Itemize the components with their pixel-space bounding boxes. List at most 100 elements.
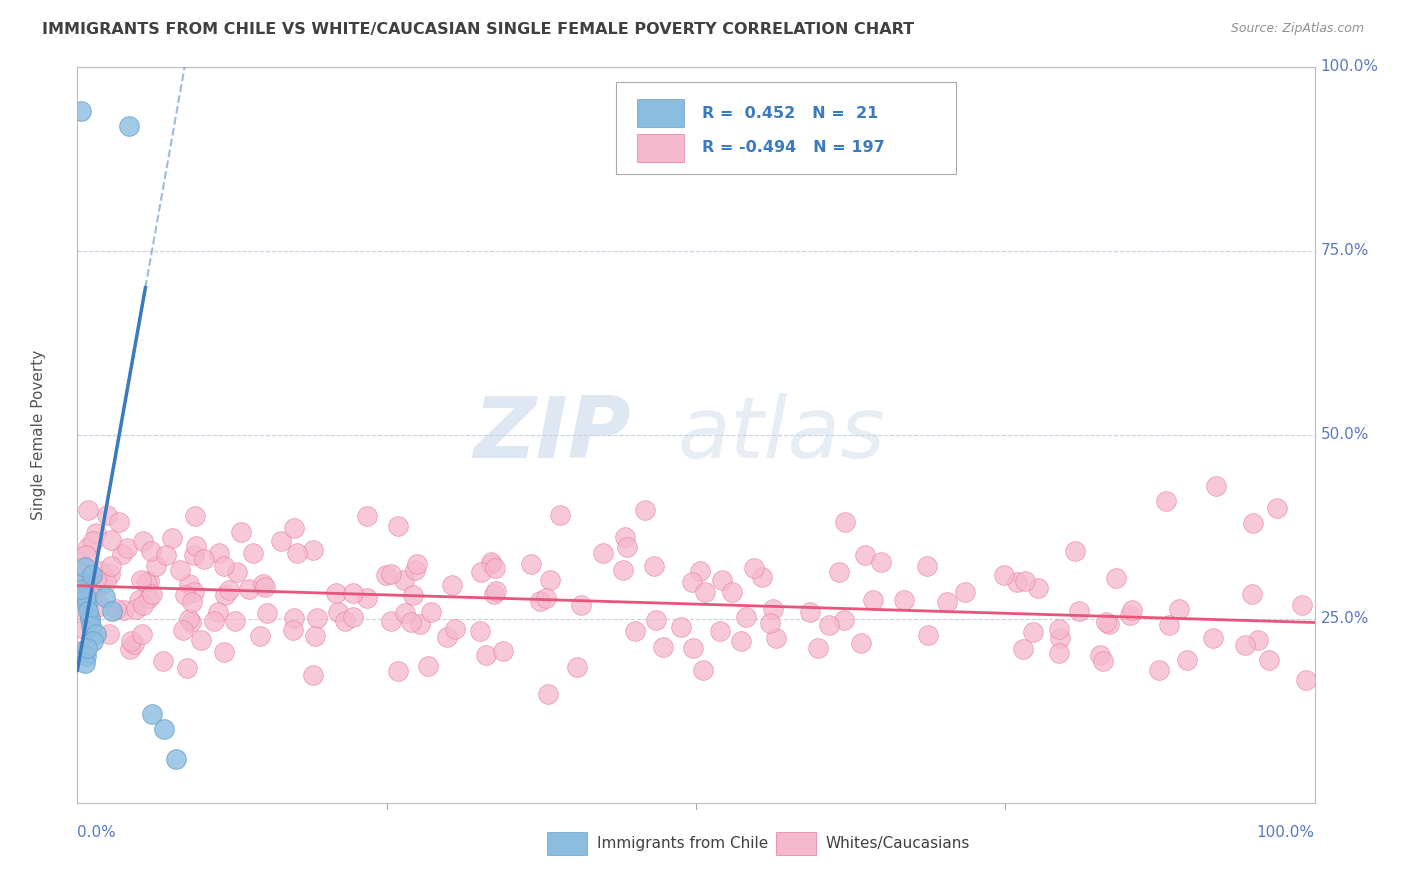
Point xyxy=(1154,494,1177,508)
Point xyxy=(645,613,668,627)
Point xyxy=(104,602,127,616)
Point xyxy=(190,633,212,648)
Point xyxy=(184,539,207,553)
Point xyxy=(569,598,592,612)
Point xyxy=(89,564,111,578)
Point xyxy=(1205,479,1227,493)
Point xyxy=(98,567,121,582)
Point xyxy=(1157,618,1180,632)
Point xyxy=(162,532,184,546)
Point xyxy=(870,555,893,569)
Point xyxy=(76,502,98,516)
FancyBboxPatch shape xyxy=(547,831,588,855)
Point xyxy=(301,542,323,557)
Point xyxy=(832,613,855,627)
Point xyxy=(1088,648,1111,662)
Point xyxy=(695,585,717,599)
Point xyxy=(1267,501,1289,516)
Point xyxy=(138,591,160,606)
Point xyxy=(1014,574,1036,589)
Point xyxy=(141,707,163,722)
Point xyxy=(214,588,236,602)
Point xyxy=(208,546,231,560)
Point xyxy=(613,531,636,545)
Point xyxy=(520,557,543,571)
Point xyxy=(82,567,104,582)
Point xyxy=(807,640,830,655)
Point xyxy=(1291,598,1313,612)
Point xyxy=(1095,615,1118,629)
Point xyxy=(169,563,191,577)
Point xyxy=(392,573,415,587)
Point xyxy=(1246,632,1268,647)
Point xyxy=(1241,516,1264,530)
Text: Source: ZipAtlas.com: Source: ZipAtlas.com xyxy=(1230,22,1364,36)
Point xyxy=(993,567,1015,582)
Point xyxy=(79,579,101,593)
Point xyxy=(1202,631,1225,645)
Point xyxy=(470,565,492,579)
Text: 25.0%: 25.0% xyxy=(1320,611,1369,626)
Point xyxy=(1047,622,1070,636)
Point xyxy=(183,548,205,562)
Point xyxy=(141,587,163,601)
Point xyxy=(828,565,851,579)
Point xyxy=(440,577,463,591)
Point xyxy=(612,563,634,577)
Point xyxy=(101,605,124,619)
Point xyxy=(83,582,105,596)
Point xyxy=(180,615,202,629)
Point xyxy=(405,558,427,572)
Point xyxy=(73,576,96,591)
Point xyxy=(118,642,141,657)
Point xyxy=(75,590,97,604)
Point xyxy=(283,521,305,535)
Point xyxy=(184,508,207,523)
Point xyxy=(89,599,111,613)
Point xyxy=(179,577,201,591)
Point xyxy=(534,591,557,605)
Point xyxy=(84,577,107,591)
Point xyxy=(917,628,939,642)
Point xyxy=(129,574,152,588)
Point xyxy=(77,540,100,554)
Point xyxy=(177,612,200,626)
Point xyxy=(218,582,240,597)
Point xyxy=(283,611,305,625)
Point xyxy=(76,641,98,656)
Point xyxy=(855,548,877,562)
Point xyxy=(118,119,141,133)
Point xyxy=(935,595,957,609)
Point xyxy=(759,615,782,630)
Point xyxy=(565,660,588,674)
Point xyxy=(1233,638,1256,652)
Point xyxy=(325,586,347,600)
Point xyxy=(135,575,157,590)
Point xyxy=(270,533,292,548)
Point xyxy=(229,525,252,540)
Point xyxy=(254,580,277,594)
Point xyxy=(1022,624,1045,639)
Point xyxy=(125,602,148,616)
Point xyxy=(409,616,432,631)
Text: atlas: atlas xyxy=(678,393,886,476)
Point xyxy=(128,592,150,607)
Point xyxy=(492,644,515,658)
Point xyxy=(80,619,103,633)
Point xyxy=(482,586,505,600)
Point xyxy=(256,606,278,620)
Point xyxy=(342,609,364,624)
Point xyxy=(404,563,426,577)
Point xyxy=(1175,652,1198,666)
Point xyxy=(153,723,176,737)
Point xyxy=(172,623,194,637)
Point xyxy=(212,558,235,573)
Point xyxy=(953,585,976,599)
Text: IMMIGRANTS FROM CHILE VS WHITE/CAUCASIAN SINGLE FEMALE POVERTY CORRELATION CHART: IMMIGRANTS FROM CHILE VS WHITE/CAUCASIAN… xyxy=(42,22,914,37)
Text: Whites/Caucasians: Whites/Caucasians xyxy=(825,836,970,851)
Point xyxy=(301,667,323,681)
Point xyxy=(249,629,271,643)
Point xyxy=(73,656,96,670)
Point xyxy=(387,664,409,678)
Point xyxy=(623,624,645,638)
